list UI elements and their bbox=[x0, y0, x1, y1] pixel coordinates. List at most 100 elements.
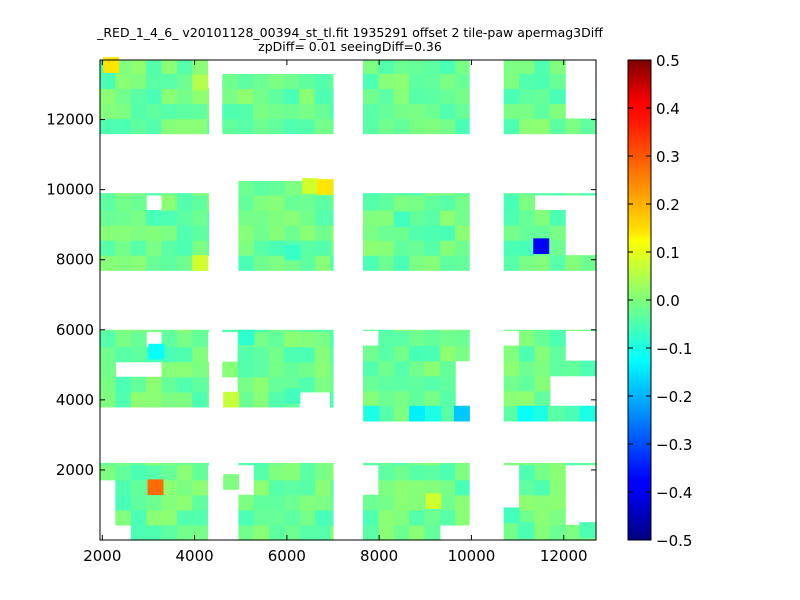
heatmap-cell bbox=[393, 479, 410, 496]
heatmap-cell bbox=[330, 494, 334, 511]
heatmap-cell bbox=[517, 405, 534, 422]
x-tick-label: 2000 bbox=[83, 547, 121, 565]
heatmap-cell bbox=[192, 240, 209, 256]
heatmap-cell bbox=[207, 462, 210, 466]
heatmap-cell bbox=[130, 479, 147, 496]
heatmap-cell bbox=[363, 375, 379, 392]
heatmap-cell bbox=[207, 209, 210, 226]
heatmap-cell bbox=[424, 194, 441, 211]
heatmap-cell bbox=[378, 255, 395, 271]
heatmap-cell bbox=[269, 479, 286, 496]
heatmap-cell bbox=[130, 464, 147, 481]
heatmap-cell bbox=[130, 73, 147, 89]
heatmap-cell bbox=[253, 509, 270, 526]
heatmap-cell bbox=[519, 509, 536, 526]
heatmap-cell bbox=[268, 376, 285, 393]
heatmap-cell bbox=[192, 225, 209, 241]
heatmap-cell bbox=[161, 88, 178, 105]
heatmap-cell bbox=[283, 329, 300, 333]
heatmap-cell bbox=[253, 194, 270, 211]
colorbar-tick-label: 0.2 bbox=[656, 196, 680, 214]
heatmap-cell bbox=[393, 73, 410, 89]
heatmap-cell bbox=[503, 225, 520, 241]
heatmap-cell bbox=[268, 88, 285, 105]
heatmap-cell bbox=[161, 194, 178, 211]
heatmap-cell bbox=[534, 118, 551, 135]
heatmap-cell bbox=[237, 88, 254, 105]
heatmap-cell bbox=[176, 193, 193, 196]
heatmap-cell bbox=[161, 103, 178, 120]
heatmap-cell bbox=[176, 464, 193, 481]
plot-area-frame bbox=[99, 59, 597, 541]
heatmap-cell bbox=[100, 193, 116, 196]
heatmap-cell bbox=[393, 390, 410, 407]
heatmap-cell bbox=[409, 255, 426, 271]
heatmap-cell bbox=[393, 211, 410, 228]
heatmap-cell bbox=[269, 180, 286, 196]
heatmap-cell bbox=[100, 376, 116, 393]
heatmap-cell bbox=[393, 193, 410, 196]
heatmap-cell bbox=[283, 346, 300, 363]
heatmap-cell bbox=[455, 330, 470, 347]
heatmap-cell bbox=[329, 391, 334, 408]
heatmap-cell bbox=[503, 88, 520, 105]
heatmap-cell bbox=[424, 255, 441, 271]
heatmap-cell bbox=[222, 103, 239, 120]
heatmap-cell bbox=[378, 524, 395, 541]
heatmap-cell bbox=[439, 209, 456, 226]
heatmap-cell bbox=[424, 209, 441, 226]
heatmap-cell bbox=[115, 494, 132, 511]
heatmap-cell bbox=[147, 479, 164, 496]
heatmap-cell bbox=[409, 462, 426, 466]
heatmap-cell bbox=[409, 225, 426, 241]
heatmap-cell bbox=[329, 329, 334, 333]
y-tick-label: 8000 bbox=[56, 251, 94, 269]
heatmap-cell bbox=[299, 331, 316, 348]
heatmap-cell bbox=[519, 329, 536, 332]
heatmap-cell bbox=[363, 118, 379, 135]
heatmap-cell bbox=[439, 225, 456, 241]
y-tick-label: 12000 bbox=[46, 111, 94, 129]
heatmap-cell bbox=[393, 60, 410, 74]
heatmap-cell bbox=[409, 88, 426, 105]
heatmap-cell bbox=[580, 255, 597, 271]
heatmap-cell bbox=[503, 360, 520, 377]
heatmap-cell bbox=[269, 464, 286, 481]
heatmap-cell bbox=[330, 209, 334, 226]
heatmap-cell bbox=[439, 194, 456, 211]
heatmap-cell bbox=[146, 391, 163, 408]
heatmap-cell bbox=[439, 240, 456, 256]
colorbar-tick-label: 0.0 bbox=[656, 292, 680, 310]
heatmap-cell bbox=[503, 193, 520, 196]
heatmap-cell bbox=[439, 103, 456, 120]
heatmap-cell bbox=[534, 88, 551, 105]
heatmap-cell bbox=[223, 391, 240, 408]
heatmap-cell bbox=[503, 462, 520, 466]
heatmap-cell bbox=[330, 479, 334, 496]
heatmap-cell bbox=[439, 193, 456, 196]
heatmap-cell bbox=[146, 509, 163, 526]
heatmap-cell bbox=[549, 103, 566, 120]
heatmap-cell bbox=[253, 331, 269, 348]
heatmap-cell bbox=[192, 74, 209, 91]
heatmap-cell bbox=[329, 103, 334, 120]
chart-title-line-2: zpDiff= 0.01 seeingDiff=0.36 bbox=[258, 39, 442, 54]
heatmap-cell bbox=[130, 118, 147, 135]
heatmap-cell bbox=[146, 464, 163, 481]
heatmap-cell bbox=[161, 462, 178, 466]
heatmap-cell bbox=[315, 479, 332, 496]
heatmap-cell bbox=[115, 60, 132, 74]
heatmap-cell bbox=[519, 390, 536, 407]
heatmap-cell bbox=[146, 494, 163, 511]
heatmap-cell bbox=[565, 193, 582, 196]
heatmap-cell bbox=[314, 329, 331, 333]
heatmap-cell bbox=[192, 88, 209, 105]
heatmap-cell bbox=[549, 118, 566, 135]
heatmap-cell bbox=[100, 331, 116, 348]
heatmap-cell bbox=[299, 346, 316, 363]
heatmap-cell bbox=[424, 390, 441, 407]
heatmap-cell bbox=[299, 464, 316, 481]
heatmap-cell bbox=[283, 103, 300, 120]
heatmap-cell bbox=[363, 194, 379, 211]
heatmap-cell bbox=[284, 388, 301, 404]
